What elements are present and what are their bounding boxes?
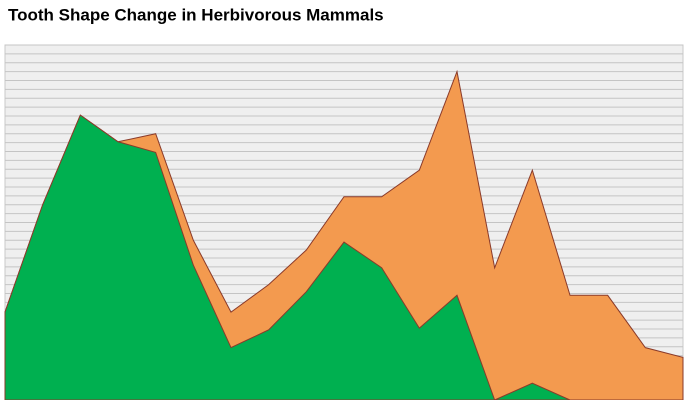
chart-title: Tooth Shape Change in Herbivorous Mammal… <box>8 5 384 24</box>
area <box>4 114 683 400</box>
